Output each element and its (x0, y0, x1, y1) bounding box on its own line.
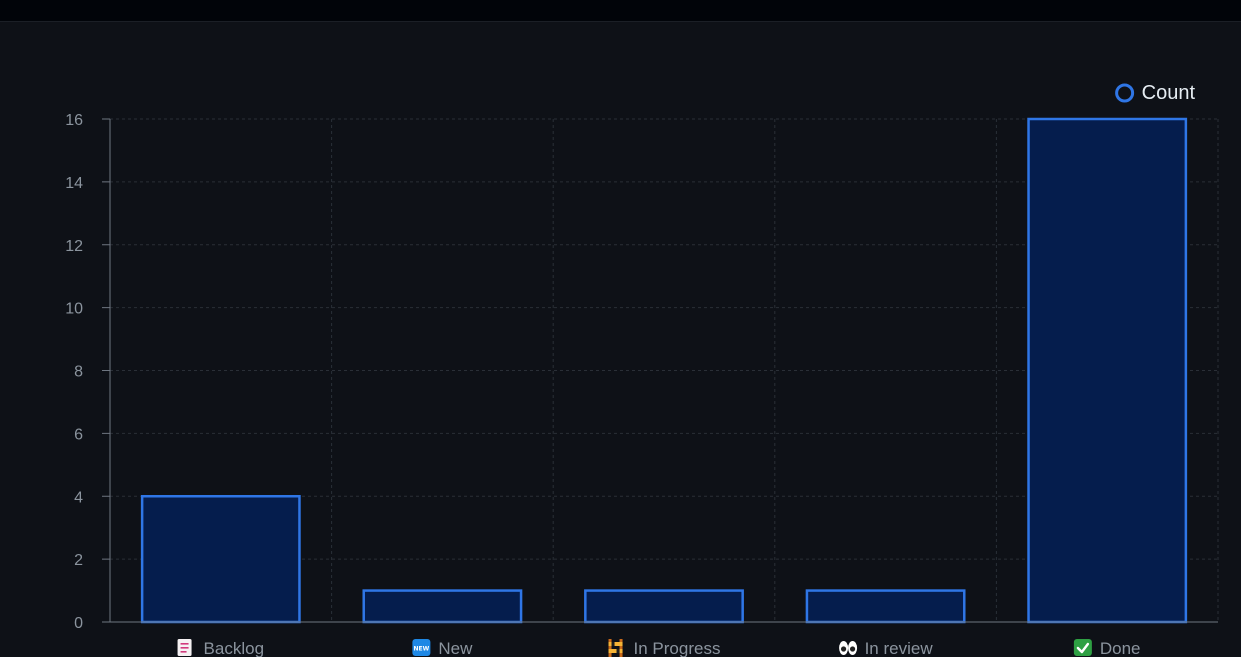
x-tick-label: In Progress (634, 639, 721, 657)
bar-done[interactable] (1027, 117, 1188, 624)
memo-icon (177, 639, 192, 656)
y-tick-label: 0 (74, 615, 83, 632)
y-tick-label: 16 (65, 112, 83, 129)
eyes-icon (839, 641, 858, 655)
x-axis-labels: Backlog New NEW In Progress In review Done (177, 639, 1141, 657)
top-bar (0, 0, 1241, 22)
bar-chart: 0 2 4 6 8 10 12 14 16 Backlog New NEW In Progress In… (65, 82, 1219, 657)
y-tick-label: 4 (74, 489, 83, 506)
x-tick-label: Backlog (204, 639, 264, 657)
construction-icon (608, 639, 623, 657)
bar-new[interactable] (362, 589, 523, 624)
y-axis-ticks: 0 2 4 6 8 10 12 14 16 (65, 112, 110, 632)
y-tick-label: 12 (65, 238, 83, 255)
y-tick-label: 14 (65, 175, 83, 192)
legend-label[interactable]: Count (1142, 82, 1196, 104)
new-badge-icon: NEW (412, 639, 431, 656)
x-tick-label: Done (1100, 639, 1141, 657)
grid-lines (110, 118, 1219, 622)
y-tick-label: 6 (74, 426, 83, 443)
y-tick-label: 10 (65, 301, 83, 318)
y-tick-label: 8 (74, 364, 83, 381)
x-tick-label: New (438, 639, 473, 657)
x-tick-label: In review (865, 639, 934, 657)
bar-in-progress[interactable] (584, 589, 744, 624)
check-mark-icon (1073, 639, 1092, 656)
legend[interactable]: Count (1115, 82, 1196, 104)
bar-backlog[interactable] (140, 495, 301, 624)
chart-container: 0 2 4 6 8 10 12 14 16 Backlog New NEW In Progress In… (0, 22, 1241, 657)
bars (140, 117, 1188, 624)
bar-in-review[interactable] (805, 589, 966, 624)
y-tick-label: 2 (74, 552, 83, 569)
svg-text:NEW: NEW (414, 646, 430, 653)
legend-marker[interactable] (1115, 83, 1135, 103)
